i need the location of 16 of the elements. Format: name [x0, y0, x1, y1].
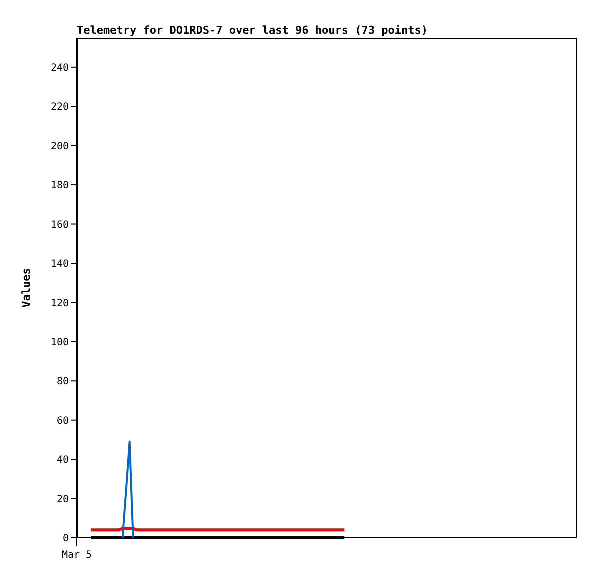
- y-tick-label: 180: [50, 180, 69, 192]
- y-tick-label: 120: [50, 298, 69, 310]
- y-tick-label: 20: [56, 494, 69, 506]
- y-tick-label: 140: [50, 259, 69, 270]
- y-tick-label: 240: [50, 62, 69, 74]
- y-tick-label: 80: [56, 376, 69, 388]
- y-tick-label: 0: [62, 534, 69, 545]
- y-tick-label: 160: [50, 220, 69, 231]
- y-tick-label: 40: [56, 455, 69, 466]
- y-axis-title: Values: [20, 268, 33, 308]
- y-tick-label: 220: [50, 102, 69, 114]
- chart-title: Telemetry for DO1RDS-7 over last 96 hours (73 points): [77, 24, 428, 37]
- y-tick-label: 60: [56, 416, 69, 427]
- x-tick-label: Mar 5: [62, 550, 92, 561]
- y-tick-label: 200: [50, 141, 69, 152]
- y-tick-label: 100: [50, 337, 69, 348]
